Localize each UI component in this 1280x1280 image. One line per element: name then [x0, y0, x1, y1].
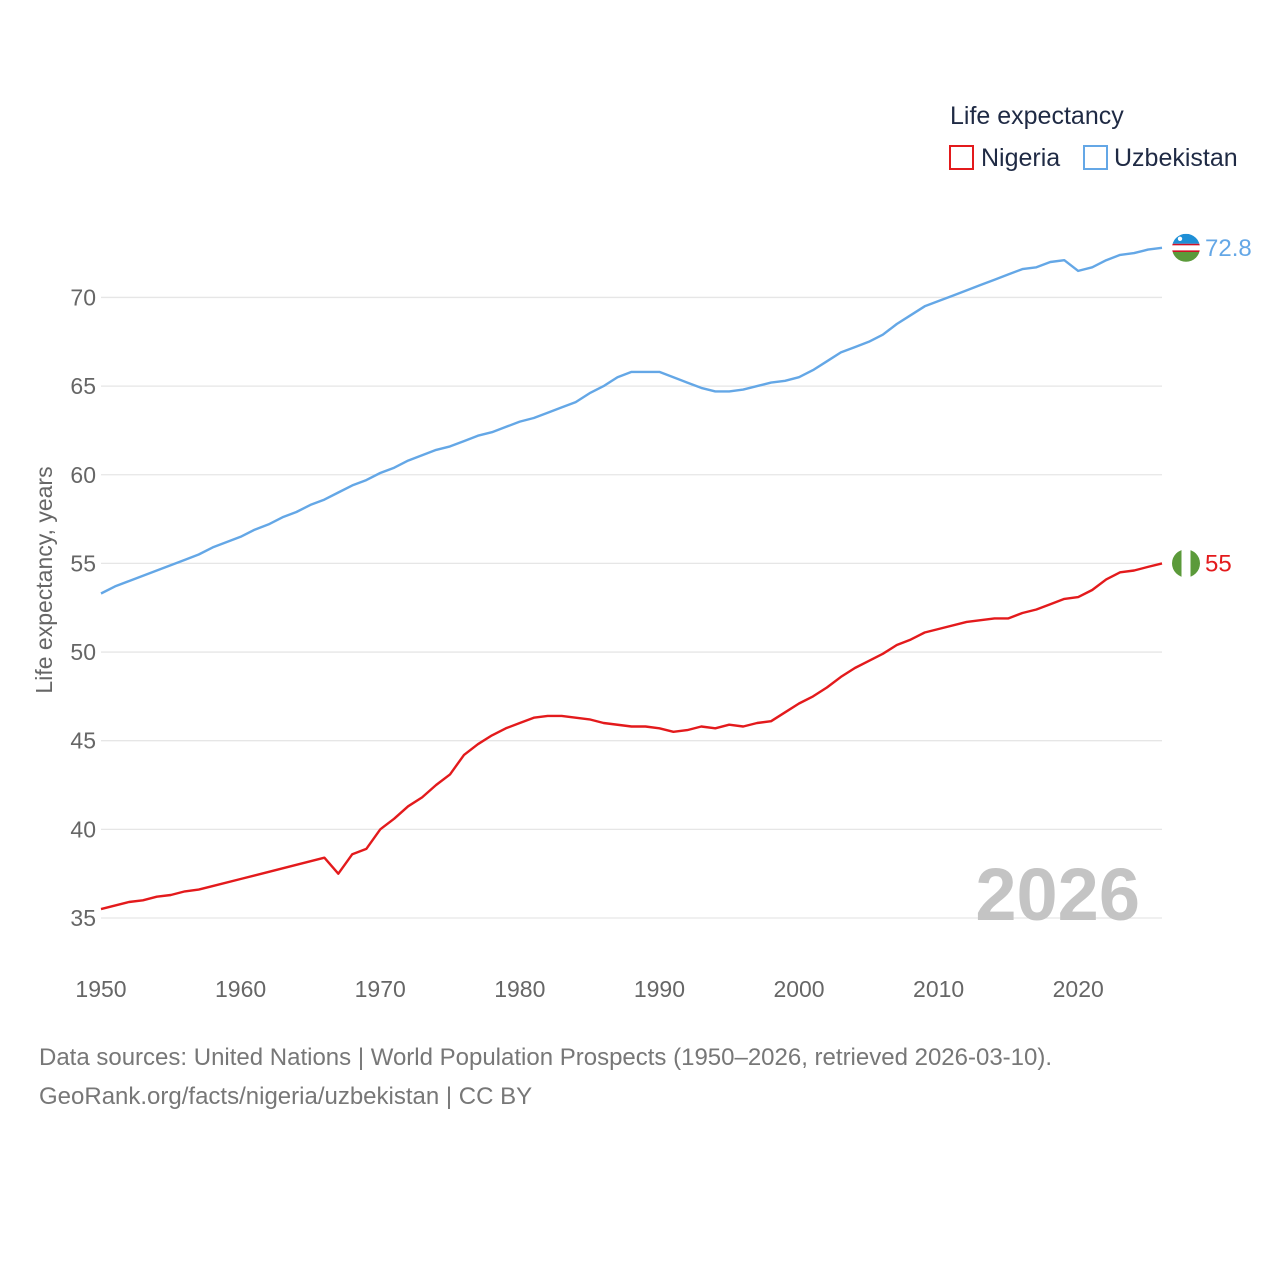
- y-axis-ticks: 35 40 45 50 55 60 65 70: [70, 284, 96, 931]
- legend-swatch-nigeria: [949, 145, 974, 170]
- series-lines: [100, 246, 1163, 911]
- year-watermark: 2026: [975, 853, 1140, 936]
- end-label-uzbekistan: 72.8: [1205, 235, 1252, 262]
- uzbekistan-flag-icon: [1172, 233, 1200, 262]
- data-source-note: Data sources: United Nations | World Pop…: [39, 1044, 1053, 1071]
- legend-title: Life expectancy: [950, 102, 1124, 130]
- x-tick-label: 2000: [773, 976, 824, 1002]
- x-tick-label: 1960: [215, 976, 266, 1002]
- y-tick-label: 50: [70, 639, 96, 665]
- legend: Life expectancy Nigeria Uzbekistan: [949, 102, 1238, 172]
- x-tick-label: 2020: [1053, 976, 1104, 1002]
- series-line-nigeria[interactable]: [100, 562, 1163, 911]
- y-axis-title: Life expectancy, years: [31, 466, 57, 693]
- y-tick-label: 45: [70, 728, 96, 754]
- legend-label-uzbekistan: Uzbekistan: [1114, 144, 1238, 172]
- y-tick-label: 55: [70, 550, 96, 576]
- series-line-uzbekistan[interactable]: [100, 246, 1163, 595]
- x-tick-label: 1970: [355, 976, 406, 1002]
- end-label-nigeria: 55: [1205, 550, 1232, 577]
- x-tick-label: 2010: [913, 976, 964, 1002]
- nigeria-flag-icon: [1172, 549, 1200, 578]
- y-tick-label: 35: [70, 905, 96, 931]
- y-tick-label: 65: [70, 373, 96, 399]
- legend-item-nigeria[interactable]: Nigeria: [949, 144, 1060, 172]
- y-tick-label: 70: [70, 284, 96, 310]
- legend-swatch-uzbekistan: [1083, 145, 1108, 170]
- y-tick-label: 40: [70, 816, 96, 842]
- x-tick-label: 1980: [494, 976, 545, 1002]
- grid-lines: [101, 296, 1162, 919]
- x-tick-label: 1950: [75, 976, 126, 1002]
- x-tick-label: 1990: [634, 976, 685, 1002]
- y-tick-label: 60: [70, 462, 96, 488]
- x-axis-ticks: 1950 1960 1970 1980 1990 2000 2010 2020: [75, 976, 1103, 1002]
- legend-label-nigeria: Nigeria: [981, 144, 1060, 172]
- legend-item-uzbekistan[interactable]: Uzbekistan: [1083, 144, 1238, 172]
- attribution-link[interactable]: GeoRank.org/facts/nigeria/uzbekistan | C…: [39, 1083, 533, 1110]
